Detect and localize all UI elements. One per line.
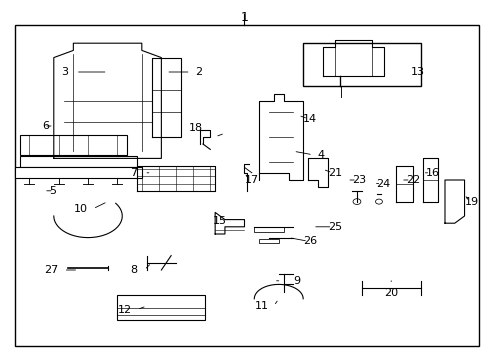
Text: 27: 27 bbox=[44, 265, 59, 275]
Bar bbox=[15, 25, 478, 346]
Text: 26: 26 bbox=[303, 236, 317, 246]
Bar bbox=[117, 295, 205, 320]
Text: 15: 15 bbox=[213, 216, 226, 226]
Text: 20: 20 bbox=[384, 288, 397, 298]
Text: 22: 22 bbox=[405, 175, 419, 185]
Text: 24: 24 bbox=[376, 179, 390, 189]
Bar bbox=[303, 43, 420, 86]
Bar bbox=[20, 156, 137, 167]
Text: 16: 16 bbox=[425, 168, 439, 178]
Text: 11: 11 bbox=[254, 301, 268, 311]
Text: 14: 14 bbox=[303, 114, 317, 124]
Text: 8: 8 bbox=[129, 265, 137, 275]
Bar bbox=[20, 135, 127, 155]
Text: 2: 2 bbox=[195, 67, 203, 77]
Text: 7: 7 bbox=[129, 168, 137, 178]
Text: 18: 18 bbox=[188, 123, 202, 133]
Text: 25: 25 bbox=[327, 222, 341, 232]
Bar bbox=[259, 239, 278, 243]
Text: 6: 6 bbox=[42, 121, 49, 131]
Text: 3: 3 bbox=[61, 67, 68, 77]
Text: 4: 4 bbox=[317, 150, 325, 160]
Text: 12: 12 bbox=[118, 305, 132, 315]
Text: 1: 1 bbox=[240, 11, 248, 24]
Text: 13: 13 bbox=[410, 67, 424, 77]
Bar bbox=[15, 167, 142, 178]
Text: 23: 23 bbox=[351, 175, 366, 185]
Text: 21: 21 bbox=[327, 168, 341, 178]
Bar bbox=[254, 227, 283, 232]
Text: 17: 17 bbox=[244, 175, 258, 185]
Text: 5: 5 bbox=[49, 186, 56, 196]
Text: 9: 9 bbox=[293, 276, 300, 286]
Text: 19: 19 bbox=[464, 197, 478, 207]
Text: 10: 10 bbox=[74, 204, 88, 214]
